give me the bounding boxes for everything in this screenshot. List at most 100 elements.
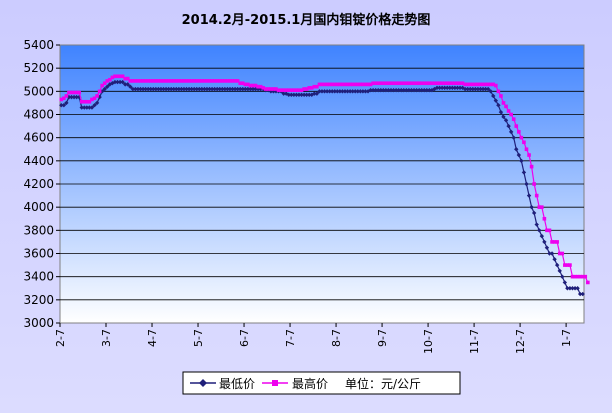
legend-swatch-max bbox=[262, 380, 288, 386]
data-point bbox=[509, 112, 513, 117]
y-tick-label: 4400 bbox=[23, 154, 54, 168]
data-point bbox=[483, 82, 488, 87]
data-point bbox=[230, 79, 235, 83]
data-point bbox=[131, 79, 135, 83]
data-point bbox=[184, 86, 189, 92]
data-point bbox=[199, 86, 205, 92]
data-point bbox=[363, 82, 368, 87]
data-point bbox=[447, 85, 453, 91]
legend-box bbox=[182, 371, 461, 395]
y-tick-label: 4000 bbox=[23, 200, 54, 214]
data-point bbox=[253, 83, 258, 88]
y-tick-label: 3800 bbox=[23, 223, 54, 237]
data-point bbox=[371, 81, 375, 86]
data-point bbox=[266, 87, 271, 91]
data-point bbox=[309, 86, 314, 90]
data-point bbox=[496, 103, 501, 108]
data-point bbox=[373, 81, 378, 86]
data-point bbox=[427, 87, 432, 93]
data-point bbox=[473, 82, 478, 87]
data-point bbox=[187, 79, 191, 83]
data-point bbox=[578, 274, 582, 279]
data-point bbox=[384, 81, 388, 86]
data-point bbox=[289, 92, 294, 98]
data-point bbox=[434, 85, 440, 91]
data-point bbox=[570, 274, 575, 279]
data-point bbox=[302, 87, 306, 91]
data-point bbox=[396, 81, 401, 86]
data-point bbox=[511, 117, 516, 121]
x-tick-label: 11-7 bbox=[468, 329, 481, 354]
data-point bbox=[557, 251, 562, 256]
data-point bbox=[406, 87, 412, 93]
data-point bbox=[133, 86, 138, 92]
data-point bbox=[87, 105, 92, 110]
data-point bbox=[140, 86, 146, 92]
data-point bbox=[269, 87, 273, 91]
y-tick-label: 5400 bbox=[23, 38, 54, 52]
data-point bbox=[503, 118, 509, 123]
data-point bbox=[476, 82, 480, 87]
data-point bbox=[478, 82, 483, 87]
data-point bbox=[212, 86, 217, 92]
data-point bbox=[350, 89, 355, 94]
data-point bbox=[480, 86, 486, 92]
data-point bbox=[182, 79, 186, 83]
data-point bbox=[67, 90, 71, 95]
data-point bbox=[567, 286, 573, 291]
data-point bbox=[442, 81, 447, 86]
y-tick-label: 3000 bbox=[23, 316, 54, 330]
data-point bbox=[62, 96, 66, 101]
data-point bbox=[330, 89, 335, 94]
data-point bbox=[448, 81, 452, 86]
data-point bbox=[455, 85, 460, 91]
data-point bbox=[519, 135, 524, 140]
data-point bbox=[202, 79, 207, 83]
data-point bbox=[437, 85, 442, 91]
data-point bbox=[432, 81, 437, 86]
data-point bbox=[540, 205, 544, 209]
data-point bbox=[388, 87, 394, 93]
y-tick-label: 4200 bbox=[23, 177, 54, 191]
data-point bbox=[565, 286, 570, 291]
data-point bbox=[238, 86, 243, 92]
data-point bbox=[307, 92, 312, 98]
data-point bbox=[465, 86, 470, 92]
data-point bbox=[141, 79, 145, 83]
data-point bbox=[108, 77, 112, 82]
data-point bbox=[557, 268, 562, 274]
data-point bbox=[534, 222, 539, 227]
data-point bbox=[529, 204, 534, 210]
x-tick-label: 4-7 bbox=[146, 329, 159, 347]
data-point bbox=[368, 82, 373, 87]
data-point bbox=[368, 87, 373, 93]
data-point bbox=[353, 82, 358, 87]
data-point bbox=[138, 86, 143, 92]
data-point bbox=[542, 216, 547, 221]
data-point bbox=[573, 274, 577, 279]
data-point bbox=[460, 85, 465, 91]
data-point bbox=[468, 82, 473, 87]
legend-label-min: 最低价 bbox=[219, 377, 255, 391]
data-point bbox=[562, 280, 568, 285]
data-point bbox=[120, 74, 125, 79]
data-point bbox=[381, 87, 386, 93]
data-point bbox=[100, 83, 104, 88]
data-point bbox=[404, 81, 409, 86]
data-point bbox=[386, 87, 391, 93]
data-point bbox=[575, 274, 580, 279]
data-point bbox=[163, 86, 169, 92]
data-point bbox=[488, 89, 493, 94]
data-point bbox=[317, 89, 322, 94]
data-point bbox=[299, 88, 304, 92]
data-point bbox=[583, 274, 588, 279]
y-tick-label: 4800 bbox=[23, 108, 54, 122]
data-point bbox=[506, 109, 511, 113]
data-point bbox=[340, 82, 345, 87]
data-point bbox=[458, 81, 462, 86]
data-point bbox=[79, 99, 84, 104]
data-point bbox=[274, 87, 278, 91]
data-point bbox=[245, 86, 251, 92]
data-point bbox=[222, 86, 228, 92]
data-point bbox=[256, 84, 260, 89]
